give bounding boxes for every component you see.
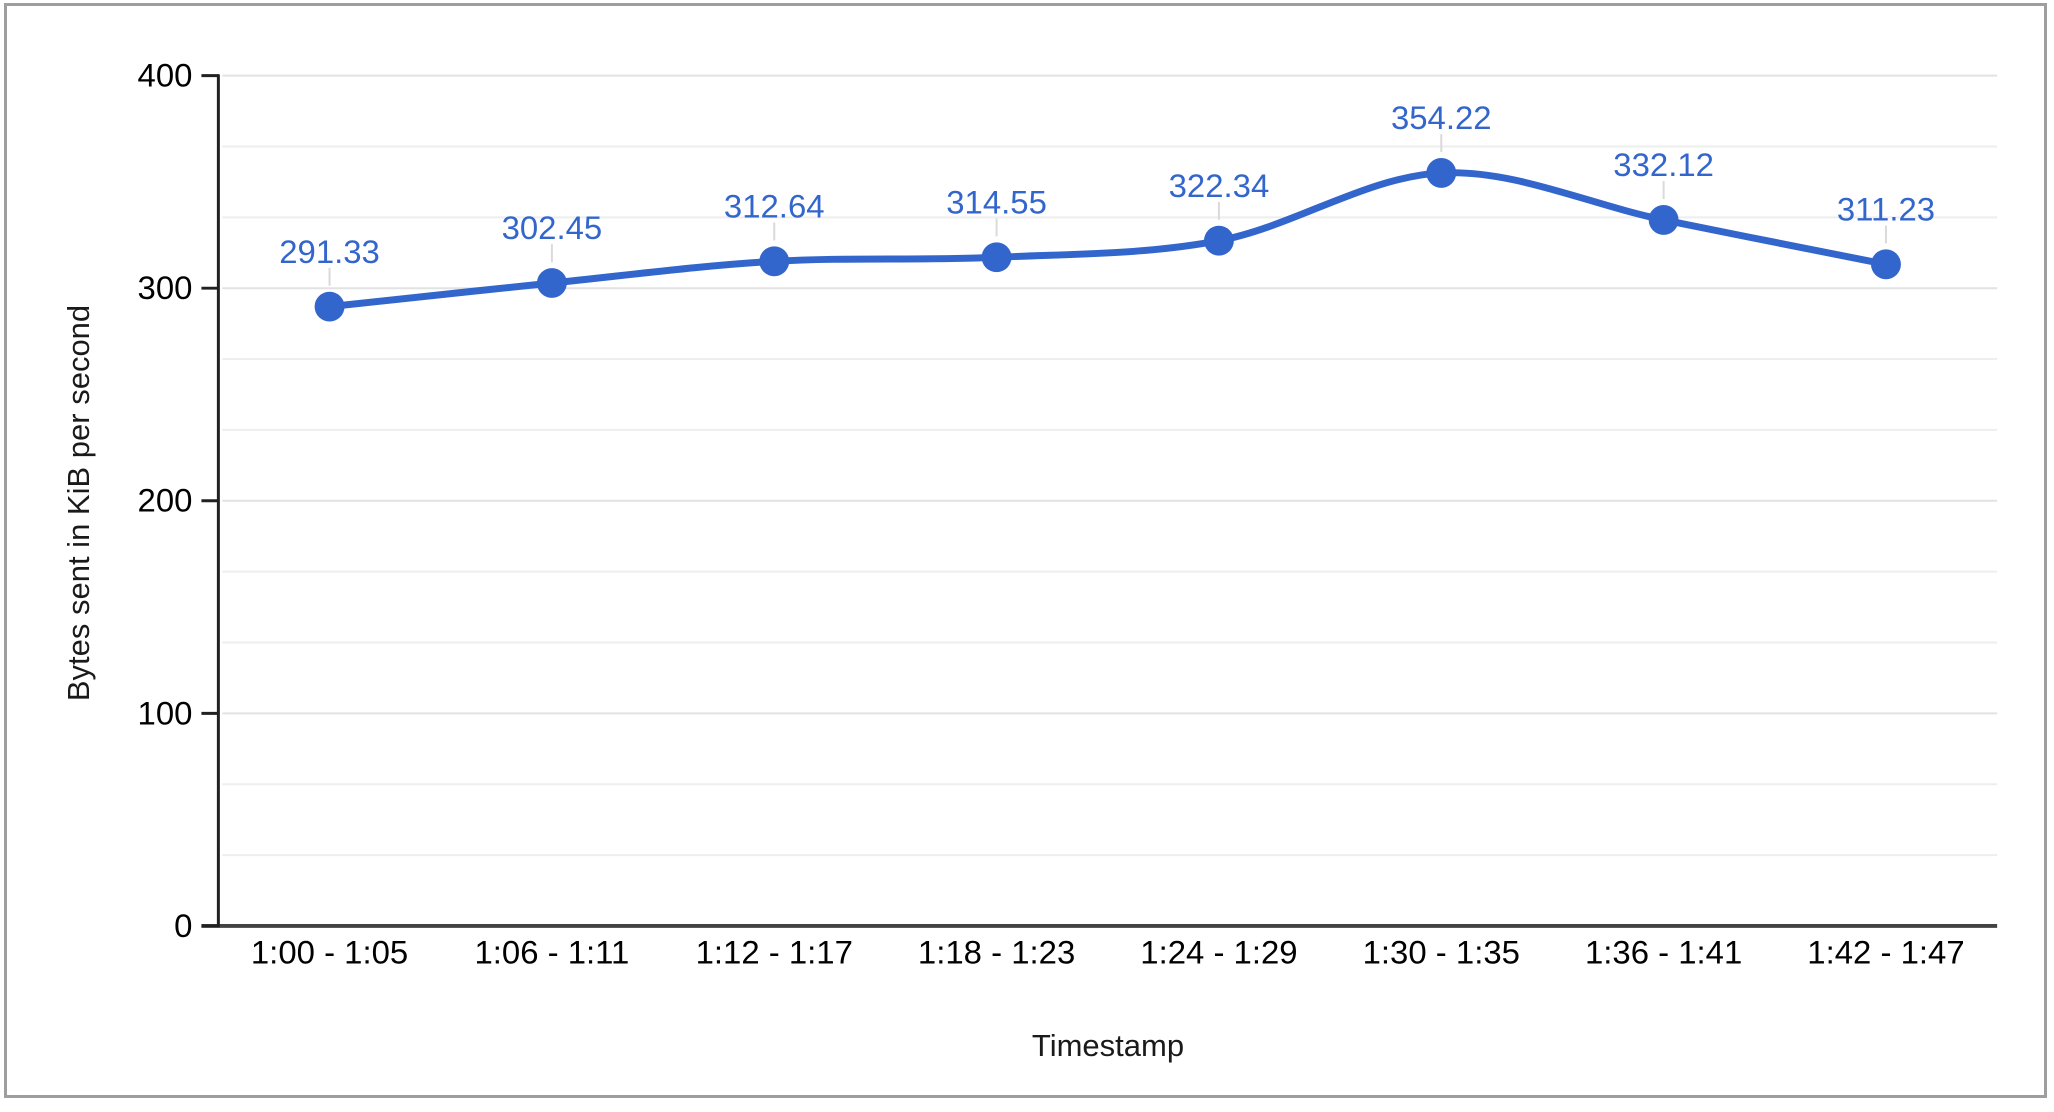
data-point bbox=[759, 246, 790, 277]
data-point bbox=[1871, 249, 1901, 280]
y-tick-label: 300 bbox=[138, 269, 193, 306]
data-point-label: 322.34 bbox=[1169, 167, 1270, 204]
data-point-label: 302.45 bbox=[502, 209, 603, 246]
data-point bbox=[981, 242, 1012, 273]
x-tick-label: 1:06 - 1:11 bbox=[474, 934, 629, 971]
x-tick-label: 1:18 - 1:23 bbox=[918, 934, 1075, 971]
x-tick-label: 1:36 - 1:41 bbox=[1585, 934, 1742, 971]
y-tick-label: 400 bbox=[138, 57, 193, 94]
x-tick-label: 1:42 - 1:47 bbox=[1807, 934, 1964, 971]
data-point bbox=[1648, 204, 1679, 235]
y-tick-label: 0 bbox=[174, 907, 192, 944]
data-point-label: 314.55 bbox=[946, 184, 1047, 221]
data-point bbox=[1426, 158, 1457, 188]
y-axis-title: Bytes sent in KiB per second bbox=[61, 304, 96, 702]
data-point-label: 311.23 bbox=[1837, 191, 1935, 228]
data-point bbox=[1203, 225, 1234, 256]
x-axis-title: Timestamp bbox=[1031, 1028, 1185, 1063]
x-tick-label: 1:30 - 1:35 bbox=[1363, 934, 1520, 971]
data-point bbox=[314, 291, 345, 322]
series-line bbox=[326, 169, 1890, 311]
x-tick-label: 1:00 - 1:05 bbox=[251, 934, 408, 971]
data-point-label: 291.33 bbox=[279, 233, 380, 270]
y-tick-label: 200 bbox=[138, 482, 193, 519]
data-point bbox=[536, 268, 567, 298]
line-chart: 0 100 200 300 400 1:00 - 1:05 1:06 - 1:11 1:12 … bbox=[138, 57, 1998, 971]
x-tick-label: 1:24 - 1:29 bbox=[1140, 934, 1297, 971]
data-point-label: 312.64 bbox=[724, 188, 825, 225]
data-point-label: 354.22 bbox=[1391, 99, 1492, 136]
x-tick-label: 1:12 - 1:17 bbox=[696, 934, 853, 971]
y-tick-label: 100 bbox=[138, 694, 193, 731]
chart-canvas: 0 100 200 300 400 1:00 - 1:05 1:06 - 1:11 1:12 … bbox=[4, 3, 2047, 1098]
data-point-label: 332.12 bbox=[1613, 146, 1714, 183]
